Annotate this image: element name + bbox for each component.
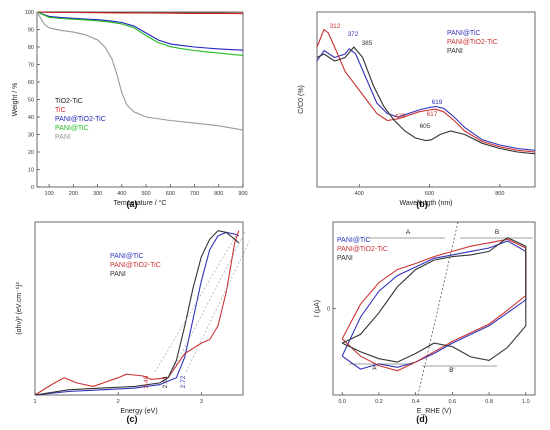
- series-line-2: [341, 238, 527, 372]
- y-tick-label: 90: [28, 28, 34, 34]
- x-tick-label: 3: [200, 399, 203, 405]
- x-tick-label: 100: [45, 191, 54, 197]
- annotation-label: B': [449, 367, 455, 374]
- annotation-label: 605: [420, 123, 431, 130]
- y-tick-label: 30: [28, 133, 34, 139]
- x-tick-label: 800: [214, 191, 223, 197]
- legend-entry: PANI@TiO2-TiC: [337, 246, 388, 253]
- annotation-label: 617: [427, 111, 438, 118]
- panel-label: (c): [127, 414, 138, 424]
- boundary-dashed-line: [417, 221, 459, 396]
- plot-frame: [316, 11, 536, 188]
- annotation-label: 429: [395, 113, 406, 120]
- x-tick-label: 700: [190, 191, 199, 197]
- series-line-2: [34, 230, 240, 396]
- y-tick-label: 0: [327, 307, 330, 313]
- annotation-label: B: [495, 229, 499, 236]
- legend-entry: PANI: [337, 255, 353, 262]
- x-tick-label: 0.8: [485, 399, 493, 405]
- x-tick-label: 0.4: [412, 399, 420, 405]
- legend-entry: TiC: [55, 107, 66, 114]
- annotation-label: 2.61: [162, 375, 169, 388]
- y-tick-label: 0: [31, 185, 34, 191]
- y-tick-label: 80: [28, 45, 34, 51]
- panel-3: 1 2 3 Energy (eV) (αhν)² (eV.cm⁻¹)² PANI@TiC P…: [16, 221, 251, 424]
- x-axis-label: E_RHE (V): [417, 408, 452, 415]
- x-tick-label: 0.0: [338, 399, 346, 405]
- y-tick-label: 20: [28, 150, 34, 156]
- x-axis-label: Wavelength (nm): [399, 200, 452, 207]
- legend-entry: TiO2-TiC: [55, 98, 83, 105]
- panel-1: 100 200 300 400 500 600 700 800 900 0 10 20 30 40 50 60…: [12, 10, 248, 209]
- legend-entry: PANI@TiC: [447, 30, 481, 37]
- series-line-4: [36, 11, 244, 56]
- legend-entry: PANI@TiC: [55, 125, 89, 132]
- y-axis-label: C/C0 (%): [298, 85, 305, 114]
- legend-entry: PANI@TiC: [110, 253, 144, 260]
- y-tick-label: 100: [25, 10, 34, 16]
- x-axis-label: Temperature / °C: [114, 199, 167, 207]
- series-line-1: [316, 48, 536, 151]
- x-tick-label: 0.6: [449, 399, 457, 405]
- x-tick-label: 200: [69, 191, 78, 197]
- x-tick-label: 1.0: [522, 399, 530, 405]
- panel-4: 0.0 0.2 0.4 0.6 0.8 1.0 0 E_RHE (V) I (μA) PANI@T…: [314, 221, 536, 424]
- legend-entry: PANI: [55, 134, 71, 141]
- x-tick-label: 300: [93, 191, 102, 197]
- x-tick-label: 1: [33, 399, 36, 405]
- legend-entry: PANI: [110, 271, 126, 278]
- x-tick-label: 900: [238, 191, 247, 197]
- annotation-label: A: [406, 229, 411, 236]
- annotation-label: 619: [432, 99, 443, 106]
- x-tick-label: 400: [355, 191, 364, 197]
- y-axis-label: Weight / %: [12, 83, 19, 117]
- series-line-5: [36, 11, 244, 131]
- series-line-3: [36, 11, 244, 51]
- annotation-label: 372: [348, 31, 359, 38]
- panel-label: (a): [127, 199, 138, 209]
- y-axis-label: (αhν)² (eV.cm⁻¹)²: [16, 282, 23, 335]
- x-tick-label: 800: [495, 191, 504, 197]
- legend-entry: PANI@TiO2-TiC: [447, 39, 498, 46]
- annotation-label: 2.72: [180, 375, 187, 388]
- x-axis-label: Energy (eV): [120, 408, 157, 415]
- series-line-2: [36, 11, 244, 15]
- annotation-label: 2.40: [143, 375, 150, 388]
- x-tick-label: 600: [425, 191, 434, 197]
- tangent-line: [154, 231, 239, 373]
- series-line-1: [34, 231, 240, 396]
- x-tick-label: 500: [141, 191, 150, 197]
- x-tick-label: 600: [166, 191, 175, 197]
- legend-entry: PANI@TiO2-TiC: [55, 116, 106, 123]
- series-line-3: [34, 230, 240, 396]
- annotation-label: 312: [330, 23, 341, 30]
- series-line-3: [341, 236, 527, 363]
- legend-entry: PANI: [447, 48, 463, 55]
- panel-2: 400 600 800 Wavelength (nm) C/C0 (%) PANI@TiC…: [298, 11, 536, 209]
- series-line-2: [316, 28, 536, 153]
- panel-label: (b): [416, 199, 428, 209]
- panel-label: (d): [416, 414, 428, 424]
- x-tick-label: 400: [117, 191, 126, 197]
- legend-entry: PANI@TiO2-TiC: [110, 262, 161, 269]
- legend-entry: PANI@TiC: [337, 237, 371, 244]
- annotation-label: 385: [362, 40, 373, 47]
- series-line-3: [316, 46, 536, 155]
- y-axis-label: I (μA): [314, 300, 321, 317]
- y-tick-label: 40: [28, 115, 34, 121]
- x-tick-label: 0.2: [375, 399, 383, 405]
- annotation-label: A': [372, 365, 378, 372]
- y-tick-label: 10: [28, 168, 34, 174]
- y-tick-label: 50: [28, 98, 34, 104]
- tangent-line: [185, 239, 251, 373]
- plot-frame: [34, 221, 244, 396]
- y-tick-label: 60: [28, 80, 34, 86]
- y-tick-label: 70: [28, 63, 34, 69]
- x-tick-label: 2: [117, 399, 120, 405]
